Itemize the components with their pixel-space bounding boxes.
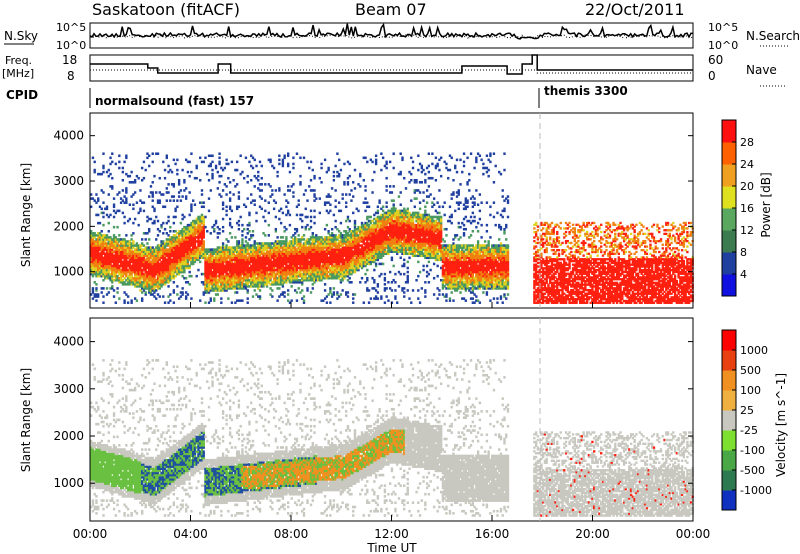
colorbar-segment xyxy=(722,370,736,391)
cpid-panel: CPID normalsound (fast) 157 themis 3300 xyxy=(6,84,628,108)
power-data xyxy=(90,152,694,304)
nsearch-label: N.Search xyxy=(746,29,800,43)
nsearch-tick-high: 10^5 xyxy=(708,21,738,34)
x-tick-label: 00:00 xyxy=(73,527,108,541)
power-panel: 1000 2000 3000 4000 Slant Range [km] 4 8 12 16… xyxy=(19,112,773,309)
colorbar-segment xyxy=(722,252,736,275)
nsky-label: N.Sky xyxy=(4,29,38,43)
x-tick-label: 12:00 xyxy=(374,527,409,541)
velocity-colorbar: 1000 500 100 25 -25 -100 -500 -1000 xyxy=(721,329,772,511)
y-tick-label: 4000 xyxy=(53,335,84,349)
colorbar-tick: 100 xyxy=(740,384,761,397)
velocity-cbar-label: Velocity [m s^-1] xyxy=(774,373,788,477)
colorbar-segment xyxy=(722,330,736,351)
freq-unit-label: [MHz] xyxy=(2,67,34,80)
date-label: 22/Oct/2011 xyxy=(585,0,685,19)
freq-trace xyxy=(90,54,693,75)
colorbar-segment xyxy=(722,230,736,253)
noise-panel-frame xyxy=(89,22,694,49)
cpid-label: CPID xyxy=(6,88,38,102)
colorbar-segment xyxy=(722,186,736,209)
cpid-themis: themis 3300 xyxy=(544,84,628,98)
colorbar-tick: 500 xyxy=(740,364,761,377)
colorbar-segment xyxy=(722,142,736,165)
colorbar-segment xyxy=(722,490,736,511)
colorbar-tick: 20 xyxy=(740,180,754,193)
colorbar-tick: -25 xyxy=(740,424,758,437)
x-tick-label: 08:00 xyxy=(274,527,309,541)
colorbar-tick: 24 xyxy=(740,158,754,171)
x-tick-label: 16:00 xyxy=(475,527,510,541)
colorbar-tick: -500 xyxy=(740,464,765,477)
colorbar-tick: -1000 xyxy=(740,484,772,497)
x-tick-label: 20:00 xyxy=(575,527,610,541)
x-tick-label: 00:00 xyxy=(676,527,711,541)
nsky-tick-low: 10^0 xyxy=(56,39,86,52)
y-tick-label: 3000 xyxy=(53,174,84,188)
y-tick-label: 3000 xyxy=(53,382,84,396)
y-tick-label: 1000 xyxy=(53,265,84,279)
nsearch-tick-low: 10^0 xyxy=(708,39,738,52)
y-tick-label: 1000 xyxy=(53,476,84,490)
colorbar-segment xyxy=(722,350,736,371)
colorbar-segment xyxy=(722,274,736,297)
noise-panel: N.Sky 10^5 10^0 10^5 10^0 N.Search xyxy=(4,21,800,52)
y-tick-label: 4000 xyxy=(53,129,84,143)
station-title: Saskatoon (fitACF) xyxy=(92,0,240,19)
power-colorbar: 4 8 12 16 20 24 28 xyxy=(721,119,754,297)
freq-panel-frame xyxy=(89,54,694,82)
colorbar-segment xyxy=(722,390,736,411)
beam-label: Beam 07 xyxy=(355,0,427,19)
cpid-normalsound: normalsound (fast) 157 xyxy=(95,94,254,108)
colorbar-tick: 4 xyxy=(740,268,747,281)
colorbar-tick: 25 xyxy=(740,404,754,417)
x-tick-label: 04:00 xyxy=(173,527,208,541)
y-tick-label: 2000 xyxy=(53,429,84,443)
colorbar-tick: -100 xyxy=(740,444,765,457)
time-xlabel: Time UT xyxy=(366,541,417,554)
nsky-tick-high: 10^5 xyxy=(56,21,86,34)
velocity-panel: 1000 2000 3000 4000 00:00 04:00 08:00 12:00 16:… xyxy=(19,302,788,554)
colorbar-segment xyxy=(722,430,736,451)
y-tick-label: 2000 xyxy=(53,219,84,233)
nave-tick-low: 0 xyxy=(708,69,716,83)
colorbar-tick: 12 xyxy=(740,224,754,237)
nsky-trace xyxy=(89,22,694,40)
power-cbar-label: Power [dB] xyxy=(759,172,773,237)
power-ylabel: Slant Range [km] xyxy=(19,163,33,267)
colorbar-segment xyxy=(722,470,736,491)
freq-panel: Freq. [MHz] 18 8 60 0 Nave xyxy=(2,53,785,87)
colorbar-tick: 16 xyxy=(740,202,754,215)
colorbar-tick: 1000 xyxy=(740,344,768,357)
freq-tick-low: 8 xyxy=(67,69,75,83)
freq-tick-high: 18 xyxy=(62,53,77,67)
freq-label: Freq. xyxy=(5,54,32,67)
colorbar-segment xyxy=(722,120,736,143)
colorbar-tick: 8 xyxy=(740,246,747,259)
colorbar-segment xyxy=(722,208,736,231)
colorbar-segment xyxy=(722,164,736,187)
nave-trace xyxy=(90,69,693,74)
nave-label: Nave xyxy=(746,63,777,77)
colorbar-segment xyxy=(722,410,736,431)
colorbar-tick: 28 xyxy=(740,136,754,149)
velocity-data xyxy=(90,359,694,517)
colorbar-segment xyxy=(722,450,736,471)
nave-tick-high: 60 xyxy=(708,53,723,67)
velocity-ylabel: Slant Range [km] xyxy=(19,368,33,472)
